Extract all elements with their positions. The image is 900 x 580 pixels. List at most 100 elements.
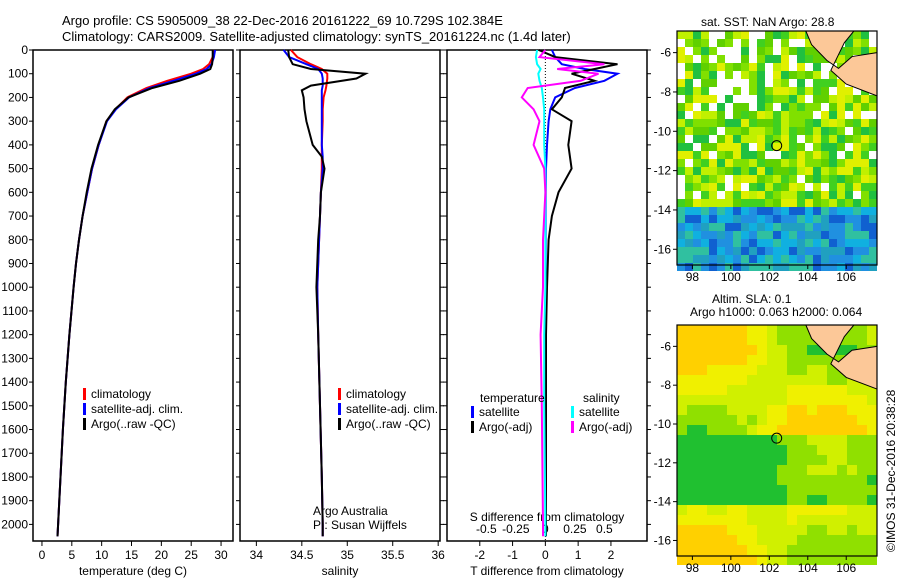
map-cell	[747, 555, 757, 565]
map-cell	[677, 231, 685, 239]
map-cell	[757, 255, 765, 263]
map-cell	[837, 111, 845, 119]
map-cell	[749, 175, 757, 183]
map-cell	[797, 475, 807, 485]
map-cell	[741, 167, 749, 175]
map-cell	[741, 223, 749, 231]
map-cell	[821, 199, 829, 207]
map-cell	[861, 159, 869, 167]
map-cell	[821, 159, 829, 167]
map-cell	[807, 335, 817, 345]
s-tick-label: -0.5	[476, 522, 497, 536]
map-cell	[869, 183, 877, 191]
y-tick-label: 1100	[2, 304, 28, 318]
map-cell	[853, 183, 861, 191]
map-cell	[777, 375, 787, 385]
map-x-tick-label: 100	[721, 561, 741, 575]
map-cell	[707, 515, 717, 525]
map-cell	[765, 231, 773, 239]
map-cell	[867, 385, 877, 395]
map-cell	[837, 231, 845, 239]
map-cell	[697, 505, 707, 515]
map-cell	[765, 207, 773, 215]
map-cell	[807, 545, 817, 555]
map-cell	[757, 455, 767, 465]
map-cell	[677, 375, 687, 385]
map-cell	[837, 159, 845, 167]
map-cell	[867, 405, 877, 415]
map-cell	[765, 247, 773, 255]
map-cell	[773, 135, 781, 143]
map-cell	[857, 385, 867, 395]
map-cell	[847, 515, 857, 525]
map-cell	[787, 555, 797, 565]
map-cell	[773, 71, 781, 79]
map-cell	[709, 223, 717, 231]
map-cell	[821, 167, 829, 175]
map-cell	[701, 39, 709, 47]
map-cell	[829, 79, 837, 87]
map-cell	[677, 263, 685, 271]
map-cell	[857, 335, 867, 345]
map-cell	[813, 119, 821, 127]
map-cell	[797, 505, 807, 515]
map-cell	[677, 103, 685, 111]
map-cell	[717, 111, 725, 119]
legend-label: Argo(..raw -QC)	[346, 417, 431, 431]
map-cell	[767, 515, 777, 525]
map-cell	[757, 95, 765, 103]
map-cell	[777, 425, 787, 435]
map-cell	[717, 535, 727, 545]
map-cell	[807, 405, 817, 415]
map-cell	[829, 247, 837, 255]
map-cell	[733, 263, 741, 271]
map-cell	[787, 455, 797, 465]
map-cell	[717, 143, 725, 151]
map-cell	[837, 167, 845, 175]
y-tick-label: 0	[21, 43, 28, 57]
map-cell	[805, 175, 813, 183]
map-cell	[813, 175, 821, 183]
map-cell	[701, 87, 709, 95]
map-cell	[693, 63, 701, 71]
map-cell	[709, 255, 717, 263]
map-cell	[827, 415, 837, 425]
map-cell	[757, 55, 765, 63]
map-cell	[693, 199, 701, 207]
map-cell	[677, 555, 687, 565]
map-cell	[869, 95, 877, 103]
map-cell	[853, 135, 861, 143]
map-cell	[741, 191, 749, 199]
map-cell	[709, 167, 717, 175]
map-cell	[789, 127, 797, 135]
map-cell	[797, 159, 805, 167]
map-cell	[813, 231, 821, 239]
map-cell	[857, 535, 867, 545]
legend-swatch	[83, 388, 86, 400]
map-cell	[817, 365, 827, 375]
map-cell	[693, 87, 701, 95]
map-cell	[853, 111, 861, 119]
map-cell	[717, 425, 727, 435]
map-cell	[813, 127, 821, 135]
y-tick-label: 1400	[1, 375, 28, 389]
map-cell	[749, 151, 757, 159]
map-cell	[867, 435, 877, 445]
map-cell	[741, 39, 749, 47]
map-cell	[773, 215, 781, 223]
map-cell	[707, 395, 717, 405]
map-cell	[861, 231, 869, 239]
map-cell	[709, 231, 717, 239]
map-cell	[845, 255, 853, 263]
map-cell	[747, 535, 757, 545]
panel-frame-salinity	[239, 49, 441, 542]
map-cell	[845, 159, 853, 167]
map-cell	[807, 455, 817, 465]
map-cell	[749, 247, 757, 255]
map-cell	[847, 335, 857, 345]
map-cell	[707, 425, 717, 435]
map-cell	[697, 435, 707, 445]
map-cell	[677, 455, 687, 465]
map-cell	[797, 385, 807, 395]
s-tick-label: 0.5	[596, 522, 613, 536]
